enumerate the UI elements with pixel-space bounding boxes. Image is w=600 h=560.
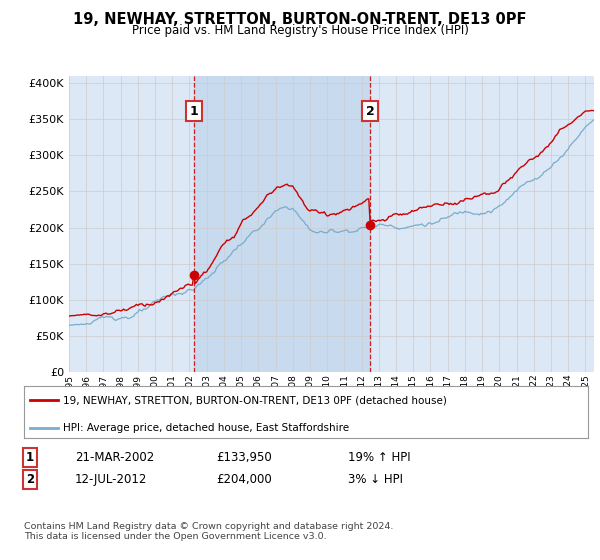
Text: 1: 1	[26, 451, 34, 464]
Text: Price paid vs. HM Land Registry's House Price Index (HPI): Price paid vs. HM Land Registry's House …	[131, 24, 469, 37]
Text: HPI: Average price, detached house, East Staffordshire: HPI: Average price, detached house, East…	[64, 423, 350, 433]
Text: 19% ↑ HPI: 19% ↑ HPI	[348, 451, 410, 464]
Text: 19, NEWHAY, STRETTON, BURTON-ON-TRENT, DE13 0PF (detached house): 19, NEWHAY, STRETTON, BURTON-ON-TRENT, D…	[64, 395, 448, 405]
Text: 2: 2	[26, 473, 34, 487]
Text: 12-JUL-2012: 12-JUL-2012	[75, 473, 148, 487]
Text: £133,950: £133,950	[216, 451, 272, 464]
Text: 21-MAR-2002: 21-MAR-2002	[75, 451, 154, 464]
Text: 19, NEWHAY, STRETTON, BURTON-ON-TRENT, DE13 0PF: 19, NEWHAY, STRETTON, BURTON-ON-TRENT, D…	[73, 12, 527, 27]
Bar	[194, 76, 370, 372]
Text: 3% ↓ HPI: 3% ↓ HPI	[348, 473, 403, 487]
Text: 1: 1	[190, 105, 198, 118]
Text: £204,000: £204,000	[216, 473, 272, 487]
Text: Contains HM Land Registry data © Crown copyright and database right 2024.
This d: Contains HM Land Registry data © Crown c…	[24, 522, 394, 542]
Text: 2: 2	[366, 105, 374, 118]
